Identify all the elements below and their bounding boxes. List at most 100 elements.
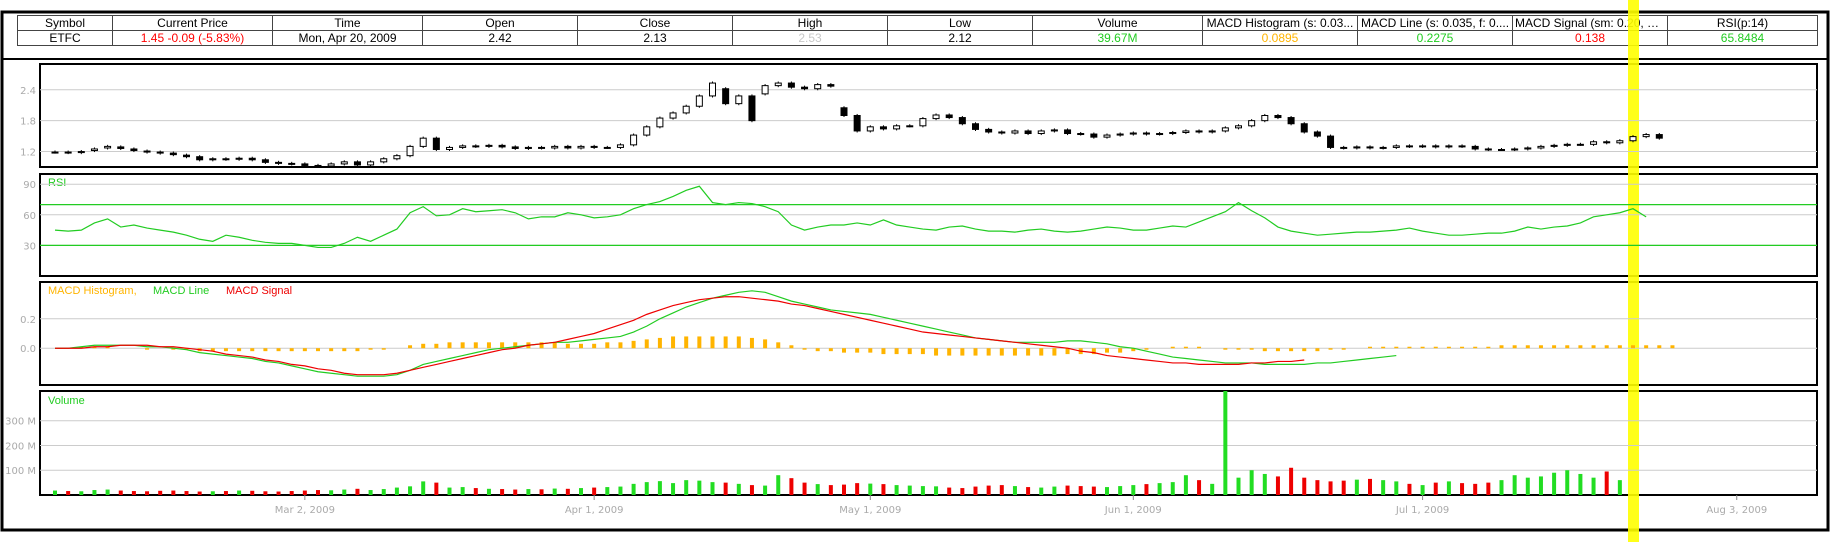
candle-body[interactable]	[196, 156, 204, 161]
macd-histogram-bar[interactable]	[421, 343, 426, 349]
macd-histogram-bar[interactable]	[605, 342, 610, 349]
candle-body[interactable]	[1603, 141, 1611, 144]
candle-body[interactable]	[1616, 140, 1624, 144]
volume-bar[interactable]	[342, 489, 347, 495]
macd-histogram-bar[interactable]	[920, 348, 925, 355]
macd-histogram-bar[interactable]	[631, 340, 636, 349]
volume-bar[interactable]	[184, 491, 189, 495]
candle-body[interactable]	[1011, 130, 1019, 134]
candle-body[interactable]	[156, 151, 164, 154]
candle-body[interactable]	[1392, 145, 1400, 148]
macd-histogram-bar[interactable]	[973, 348, 978, 356]
volume-bar[interactable]	[1039, 487, 1044, 495]
macd-histogram-bar[interactable]	[881, 348, 886, 355]
candle-body[interactable]	[603, 146, 611, 149]
macd-histogram-bar[interactable]	[408, 345, 413, 349]
candle-body[interactable]	[472, 145, 480, 148]
volume-bar[interactable]	[1275, 476, 1280, 495]
candle-body[interactable]	[1576, 143, 1584, 146]
macd-histogram-bar[interactable]	[1512, 345, 1517, 349]
macd-signal-line[interactable]	[55, 296, 1305, 376]
macd-panel[interactable]: MACD Histogram, MACD Line MACD Signal 0.…	[20, 285, 1817, 377]
volume-bar[interactable]	[592, 487, 597, 495]
candle-body[interactable]	[695, 95, 703, 107]
candle-body[interactable]	[1550, 144, 1558, 147]
volume-bar[interactable]	[1078, 486, 1083, 495]
volume-bar[interactable]	[1091, 486, 1096, 495]
macd-histogram-bar[interactable]	[1223, 348, 1228, 350]
volume-bar[interactable]	[131, 491, 136, 495]
volume-bar[interactable]	[276, 491, 281, 495]
volume-bar[interactable]	[1052, 486, 1057, 495]
volume-bar[interactable]	[986, 485, 991, 495]
candle-body[interactable]	[1142, 132, 1150, 135]
volume-bar[interactable]	[697, 480, 702, 495]
macd-histogram-bar[interactable]	[1433, 346, 1438, 349]
header-high[interactable]: High	[732, 15, 888, 31]
candle-body[interactable]	[143, 150, 151, 153]
volume-bar[interactable]	[473, 488, 478, 495]
volume-bar[interactable]	[671, 483, 676, 495]
volume-bar[interactable]	[79, 491, 84, 495]
candle-body[interactable]	[1248, 120, 1256, 127]
candle-body[interactable]	[1195, 130, 1203, 133]
volume-bar[interactable]	[447, 487, 452, 495]
volume-bar[interactable]	[723, 482, 728, 495]
macd-histogram-bar[interactable]	[223, 348, 228, 352]
rsi-panel[interactable]: RSI 30 60 90	[23, 177, 1817, 252]
candle-body[interactable]	[380, 158, 388, 163]
macd-histogram-bar[interactable]	[565, 343, 570, 349]
macd-histogram-bar[interactable]	[329, 348, 334, 352]
candle-body[interactable]	[275, 161, 283, 164]
candle-body[interactable]	[735, 95, 743, 105]
macd-histogram-bar[interactable]	[1170, 346, 1175, 349]
volume-bar[interactable]	[1197, 480, 1202, 495]
candle-body[interactable]	[827, 84, 835, 87]
volume-bar[interactable]	[1341, 480, 1346, 495]
volume-bar[interactable]	[1131, 485, 1136, 495]
macd-histogram-bar[interactable]	[355, 348, 360, 352]
macd-histogram-bar[interactable]	[539, 342, 544, 349]
macd-histogram-bar[interactable]	[855, 348, 860, 353]
candle-body[interactable]	[1563, 143, 1571, 146]
candle-body[interactable]	[906, 125, 914, 128]
macd-histogram-bar[interactable]	[1578, 345, 1583, 349]
candle-body[interactable]	[932, 114, 940, 120]
macd-histogram-bar[interactable]	[1065, 348, 1070, 355]
candle-body[interactable]	[314, 164, 322, 167]
macd-histogram-bar[interactable]	[1118, 348, 1123, 353]
macd-histogram-bar[interactable]	[618, 342, 623, 349]
macd-histogram-bar[interactable]	[1105, 348, 1109, 353]
candle-body[interactable]	[1340, 146, 1348, 149]
volume-panel[interactable]: Volume 100 M 200 M 300 M	[5, 391, 1817, 495]
macd-histogram-bar[interactable]	[1012, 348, 1017, 356]
macd-histogram-bar[interactable]	[500, 342, 505, 349]
candle-body[interactable]	[630, 134, 638, 146]
macd-histogram-bar[interactable]	[1183, 346, 1188, 349]
candle-body[interactable]	[879, 126, 887, 130]
candle-body[interactable]	[1235, 125, 1242, 129]
macd-histogram-bar[interactable]	[1052, 348, 1057, 356]
candle-body[interactable]	[104, 145, 112, 149]
macd-histogram-bar[interactable]	[960, 348, 965, 356]
candle-body[interactable]	[945, 114, 953, 119]
candle-body[interactable]	[432, 137, 440, 150]
candle-body[interactable]	[511, 146, 519, 149]
volume-bar[interactable]	[197, 491, 202, 495]
candle-body[interactable]	[669, 112, 677, 119]
volume-bar[interactable]	[1210, 483, 1215, 495]
candle-body[interactable]	[235, 157, 243, 160]
macd-histogram-bar[interactable]	[1144, 348, 1149, 350]
volume-bar[interactable]	[1433, 482, 1438, 495]
volume-bar[interactable]	[92, 490, 97, 495]
candle-body[interactable]	[301, 163, 309, 166]
candle-body[interactable]	[1524, 147, 1532, 150]
macd-histogram-bar[interactable]	[276, 348, 281, 352]
candle-body[interactable]	[761, 85, 769, 95]
volume-bar[interactable]	[105, 489, 110, 495]
macd-histogram-bar[interactable]	[92, 346, 97, 349]
candle-body[interactable]	[1208, 130, 1216, 133]
volume-bar[interactable]	[1525, 477, 1530, 495]
volume-bar[interactable]	[1420, 485, 1425, 495]
volume-bar[interactable]	[881, 484, 886, 495]
